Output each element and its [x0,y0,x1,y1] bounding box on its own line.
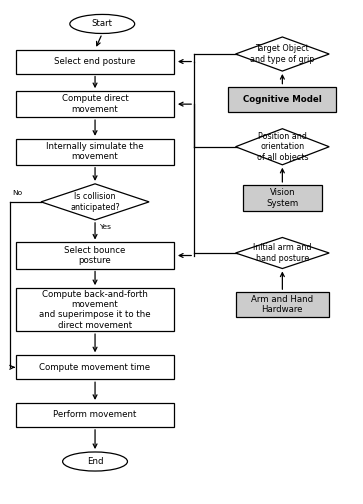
Text: Select end posture: Select end posture [54,57,136,66]
Text: Vision
System: Vision System [266,188,298,208]
Polygon shape [236,129,329,165]
FancyBboxPatch shape [16,49,174,74]
Text: Target Object
and type of grip: Target Object and type of grip [250,44,315,64]
Text: Position and
orientation
of all objects: Position and orientation of all objects [257,132,308,162]
Ellipse shape [63,452,127,471]
Text: Cognitive Model: Cognitive Model [243,95,322,104]
Text: Compute movement time: Compute movement time [40,363,151,372]
FancyBboxPatch shape [228,87,337,112]
Text: End: End [87,457,103,466]
FancyBboxPatch shape [16,91,174,117]
FancyBboxPatch shape [243,185,322,211]
Text: Is collision
anticipated?: Is collision anticipated? [70,192,120,212]
Text: Initial arm and
hand posture: Initial arm and hand posture [253,243,311,263]
Text: No: No [12,190,22,196]
Text: Perform movement: Perform movement [53,410,137,419]
Text: Compute back-and-forth
movement
and superimpose it to the
direct movement: Compute back-and-forth movement and supe… [39,289,151,330]
Ellipse shape [70,15,135,33]
Polygon shape [41,184,149,220]
FancyBboxPatch shape [16,139,174,165]
FancyBboxPatch shape [16,288,174,331]
Text: Yes: Yes [99,224,111,230]
FancyBboxPatch shape [16,242,174,269]
Polygon shape [236,37,329,71]
Text: Select bounce
posture: Select bounce posture [64,246,126,265]
Text: Arm and Hand
Hardware: Arm and Hand Hardware [251,295,313,314]
Text: Compute direct
movement: Compute direct movement [62,94,129,114]
FancyBboxPatch shape [16,403,174,427]
FancyBboxPatch shape [16,355,174,380]
FancyBboxPatch shape [236,292,329,317]
Polygon shape [236,237,329,269]
Text: Internally simulate the
movement: Internally simulate the movement [46,142,144,161]
Text: Start: Start [92,20,113,28]
